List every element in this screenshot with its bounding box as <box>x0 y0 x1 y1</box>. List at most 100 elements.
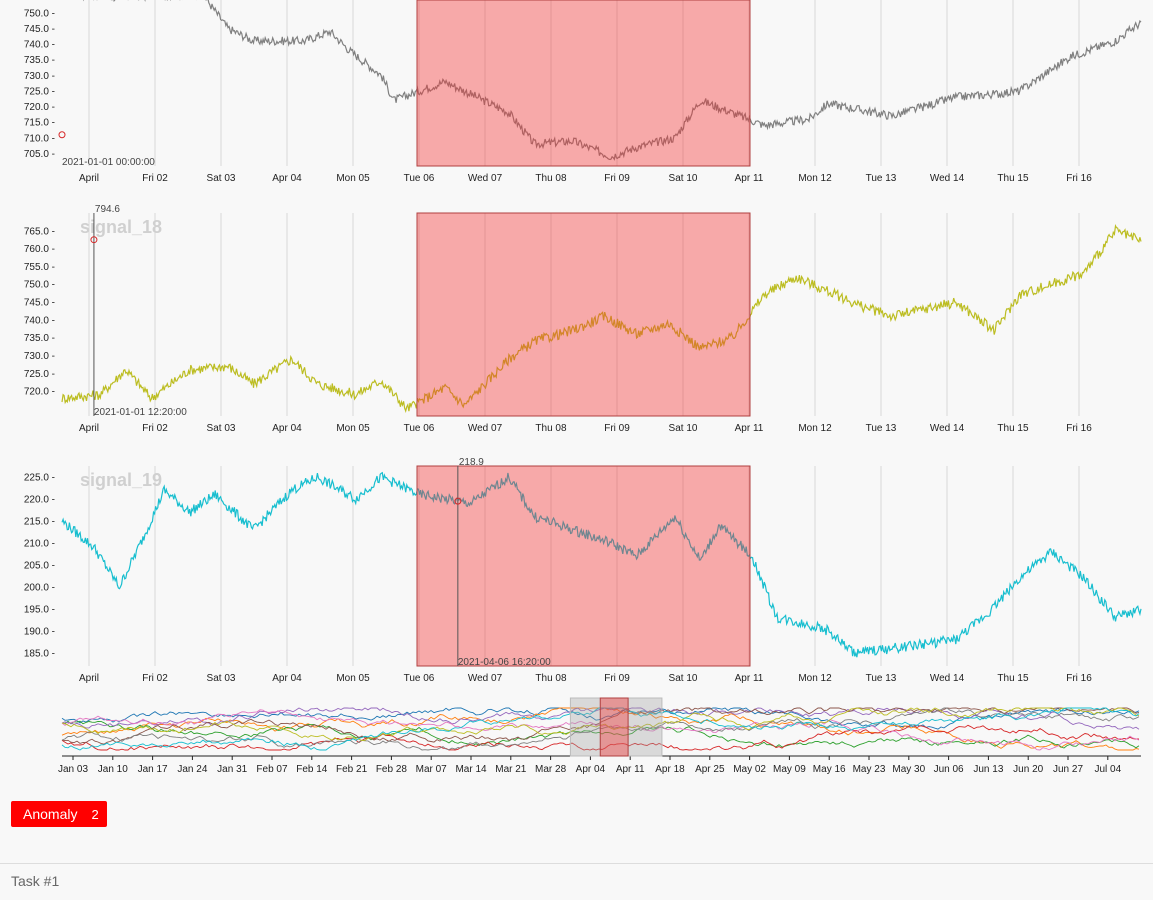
overview-anomaly-region <box>599 697 629 757</box>
y-tick-label: 215.0 - <box>24 516 55 527</box>
chart-canvas[interactable]: April Fri 02 Sat 03 Apr 04 Mon 05 Tue 06 Wed 0… <box>0 0 1153 790</box>
x-tick-label: April <box>79 173 99 184</box>
y-tick-label: 760.0 - <box>24 244 55 255</box>
x-tick-label: Fri 09 <box>604 673 630 684</box>
overview-tick-label: Mar 21 <box>495 764 527 775</box>
x-tick-label: Fri 02 <box>142 423 168 434</box>
x-tick-label: Sat 10 <box>669 173 698 184</box>
overview-tick-label: Apr 04 <box>576 764 606 775</box>
x-tick-label: Mon 12 <box>798 673 832 684</box>
x-tick-label: Tue 13 <box>866 173 897 184</box>
series-line <box>61 224 1142 414</box>
x-tick-label: Wed 14 <box>930 673 965 684</box>
x-tick-label: Apr 04 <box>272 173 302 184</box>
overview-tick-label: Feb 07 <box>256 764 288 775</box>
x-tick-label: Sat 03 <box>207 423 236 434</box>
x-tick-label: Fri 02 <box>142 173 168 184</box>
x-tick-label: Mon 12 <box>798 173 832 184</box>
cursor-time-label: 2021-04-06 16:20:00 <box>458 657 551 668</box>
task-label: Task #1 <box>11 873 60 889</box>
y-tick-label: 750.0 - <box>24 280 55 291</box>
y-tick-label: 730.0 - <box>24 351 55 362</box>
y-tick-label: 225.0 - <box>24 472 55 483</box>
series-name-label: signal_19 <box>80 470 162 490</box>
overview-tick-label: Mar 14 <box>455 764 487 775</box>
x-tick-label: Fri 16 <box>1066 673 1092 684</box>
x-tick-label: Mon 12 <box>798 423 832 434</box>
overview-tick-label: May 02 <box>733 764 766 775</box>
x-tick-label: Sat 03 <box>207 673 236 684</box>
x-tick-label: Thu 08 <box>535 673 567 684</box>
x-tick-label: Tue 13 <box>866 673 897 684</box>
x-tick-label: Sat 03 <box>207 173 236 184</box>
overview-brush[interactable] <box>569 697 663 757</box>
cursor-point <box>58 131 66 139</box>
y-tick-label: 705.0 - <box>24 149 55 160</box>
panel-1: April Fri 02 Sat 03 Apr 04 Mon 05 Tue 06 Wed 0… <box>24 0 1142 184</box>
anomaly-count-badge: 2 <box>91 806 99 822</box>
overview-tick-label: Jan 10 <box>98 764 128 775</box>
x-tick-label: Fri 09 <box>604 423 630 434</box>
overview-tick-label: Feb 28 <box>376 764 408 775</box>
x-tick-label: Apr 11 <box>735 673 764 684</box>
overview-tick-label: Jan 17 <box>138 764 168 775</box>
x-tick-label: Thu 15 <box>997 673 1029 684</box>
x-tick-label: Tue 13 <box>866 423 897 434</box>
y-tick-label: 710.0 - <box>24 133 55 144</box>
x-tick-label: Sat 10 <box>669 673 698 684</box>
cursor-value-label: 218.9 <box>459 457 484 468</box>
y-tick-label: 210.0 - <box>24 538 55 549</box>
y-tick-label: 740.0 - <box>24 40 55 51</box>
anomaly-label: Anomaly <box>23 806 78 822</box>
x-tick-label: Fri 16 <box>1066 173 1092 184</box>
series-line <box>61 471 1142 658</box>
series-line <box>63 0 1142 161</box>
y-tick-label: 765.0 - <box>24 226 55 237</box>
y-tick-label: 725.0 - <box>24 369 55 380</box>
overview-tick-label: Apr 25 <box>695 764 725 775</box>
overview-tick-label: Jan 24 <box>177 764 207 775</box>
y-tick-label: 735.0 - <box>24 333 55 344</box>
anomaly-button[interactable]: Anomaly 2 <box>11 801 107 827</box>
y-tick-label: 755.0 - <box>24 262 55 273</box>
x-tick-label: Mon 05 <box>336 673 370 684</box>
overview-panel: Jan 03 Jan 10 Jan 17 Jan 24 Jan 31 Feb 07 Feb … <box>58 697 1141 775</box>
overview-tick-label: Jan 31 <box>217 764 247 775</box>
cursor-time-label: 2021-01-01 12:20:00 <box>94 407 187 418</box>
overview-tick-label: Mar 28 <box>535 764 567 775</box>
cursor-time-label: 2021-01-01 00:00:00 <box>62 157 155 168</box>
x-tick-label: April <box>79 673 99 684</box>
overview-tick-label: May 16 <box>813 764 846 775</box>
y-tick-label: 740.0 - <box>24 315 55 326</box>
overview-tick-label: Jun 13 <box>973 764 1003 775</box>
x-tick-label: Thu 15 <box>997 423 1029 434</box>
panel-2: April Fri 02 Sat 03 Apr 04 Mon 05 Tue 06 Wed 0… <box>24 204 1142 434</box>
y-tick-label: 220.0 - <box>24 494 55 505</box>
overview-tick-label: Feb 14 <box>296 764 328 775</box>
y-tick-label: 195.0 - <box>24 604 55 615</box>
y-tick-label: 720.0 - <box>24 102 55 113</box>
y-tick-label: 735.0 - <box>24 55 55 66</box>
x-tick-label: Wed 07 <box>468 423 503 434</box>
y-tick-label: 715.0 - <box>24 118 55 129</box>
x-tick-label: Wed 14 <box>930 173 965 184</box>
overview-tick-label: Mar 07 <box>416 764 448 775</box>
x-tick-label: Wed 14 <box>930 423 965 434</box>
x-tick-label: Apr 11 <box>735 173 764 184</box>
cursor-value-label: 794.6 <box>95 204 120 215</box>
y-tick-label: 205.0 - <box>24 560 55 571</box>
x-tick-label: Thu 15 <box>997 173 1029 184</box>
y-tick-label: 725.0 - <box>24 86 55 97</box>
x-tick-label: Fri 09 <box>604 173 630 184</box>
y-tick-label: 200.0 - <box>24 582 55 593</box>
x-tick-label: Apr 04 <box>272 423 302 434</box>
overview-tick-label: May 30 <box>892 764 925 775</box>
y-tick-label: 190.0 - <box>24 626 55 637</box>
x-tick-label: Tue 06 <box>404 423 435 434</box>
x-tick-label: Fri 02 <box>142 673 168 684</box>
anomaly-region <box>416 212 751 417</box>
overview-tick-label: Jul 04 <box>1094 764 1121 775</box>
y-tick-label: 730.0 - <box>24 71 55 82</box>
overview-tick-label: Jun 06 <box>934 764 964 775</box>
x-tick-label: Fri 16 <box>1066 423 1092 434</box>
